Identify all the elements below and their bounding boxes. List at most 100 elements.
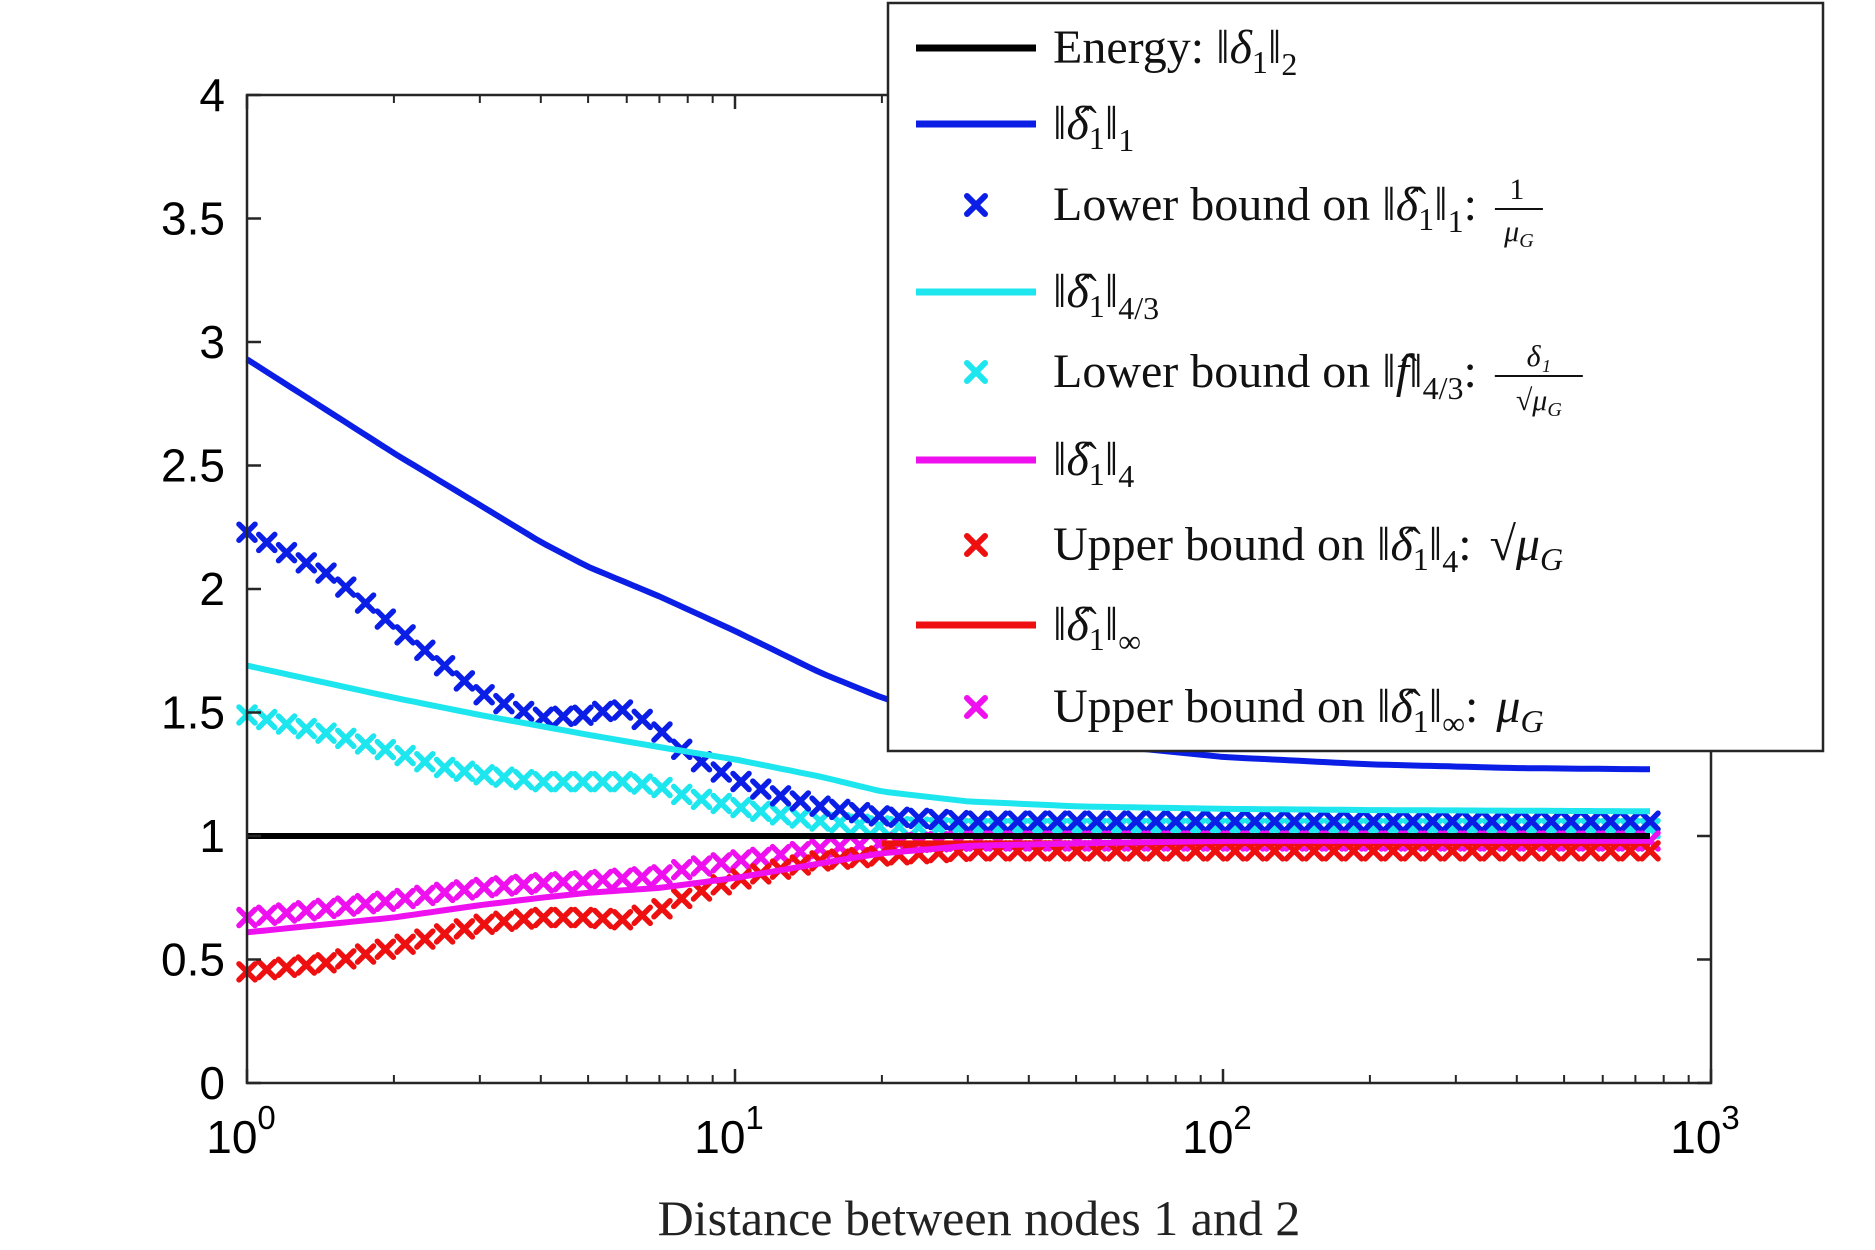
data-point-lb43 (670, 783, 693, 806)
data-point-lb1 (275, 541, 298, 564)
data-point-ub4 (611, 908, 634, 931)
data-point-ub4 (315, 952, 337, 974)
data-point-ubinf (631, 866, 653, 888)
data-point-lb43 (315, 722, 337, 744)
data-point-lb1 (710, 761, 733, 783)
data-point-lb1 (1362, 810, 1385, 832)
data-point-lb1 (1283, 810, 1306, 832)
legend-label: ‖δ̂1‖∞ (1053, 598, 1141, 659)
data-point-lb1 (374, 608, 397, 630)
data-point-lb1 (1046, 810, 1068, 832)
data-point-lb43 (295, 717, 318, 740)
data-point-lb1 (1540, 810, 1562, 832)
data-point-lb1 (473, 683, 495, 706)
data-point-lb1 (750, 778, 772, 800)
x-tick-label: 101 (694, 1099, 764, 1163)
data-point-lb1 (1184, 810, 1207, 832)
series-line-l4 (246, 837, 1650, 936)
data-point-ubinf (710, 852, 733, 874)
legend-entry-energy: Energy: ‖δ1‖2 (916, 21, 1297, 82)
data-point-lb1 (1323, 810, 1345, 832)
data-point-ub4 (670, 887, 693, 910)
data-point-lb1 (354, 592, 377, 614)
data-point-lb43 (532, 770, 555, 793)
data-point-lb43 (730, 796, 752, 819)
data-point-lb1 (848, 801, 871, 824)
data-point-ubinf (414, 884, 436, 907)
data-point-lb1 (1421, 810, 1444, 832)
data-point-lb1 (809, 795, 831, 817)
data-point-lb43 (611, 770, 634, 793)
data-point-ubinf (275, 902, 298, 924)
series-line-l43 (246, 662, 1650, 815)
data-point-ub4 (591, 907, 614, 930)
data-point-lb1 (1105, 810, 1128, 832)
data-point-lb1 (394, 624, 416, 646)
data-point-lb1 (1461, 810, 1483, 832)
data-point-lb1 (1599, 810, 1622, 832)
legend-label: Lower bound on ‖δ̂1‖1: (1053, 178, 1477, 239)
data-point-ubinf (591, 868, 614, 891)
data-point-lb1 (433, 654, 456, 677)
x-tick-label: 100 (206, 1099, 276, 1163)
legend-frac-num: 1 (1509, 173, 1524, 206)
data-point-lb1 (769, 785, 792, 807)
data-point-lb1 (1125, 810, 1147, 832)
data-point-ubinf (532, 872, 555, 894)
data-point-lb43 (750, 800, 772, 823)
legend-label: Upper bound on ‖δ̂1‖4: (1053, 518, 1472, 579)
y-tick-label: 2 (199, 563, 225, 615)
legend-swatch-marker (964, 360, 988, 384)
legend-label: Lower bound on ‖f̂‖4/3: (1053, 345, 1477, 406)
y-tick-label: 1 (199, 810, 225, 862)
legend-label: Energy: ‖δ1‖2 (1053, 21, 1297, 82)
data-point-ubinf (354, 892, 377, 915)
data-point-lb1 (1342, 810, 1365, 832)
data-point-lb43 (512, 768, 535, 791)
data-point-ub4 (572, 906, 594, 929)
data-point-ub4 (532, 906, 555, 929)
legend-entry-ubinf: Upper bound on ‖δ̂1‖∞:μG (964, 680, 1544, 741)
data-point-ubinf (374, 890, 397, 913)
data-point-lb1 (512, 700, 535, 723)
data-point-ubinf (730, 849, 752, 871)
data-point-lb1 (1026, 810, 1049, 832)
y-tick-label: 0.5 (161, 934, 225, 986)
data-point-ub4 (493, 910, 515, 933)
legend-entry-l1: ‖δ̂1‖1 (916, 97, 1134, 158)
data-point-lb1 (1481, 810, 1503, 832)
x-tick-label: 102 (1182, 1099, 1252, 1163)
data-point-lb43 (374, 738, 397, 761)
data-point-lb1 (1500, 810, 1523, 832)
y-tick-label: 2.5 (161, 440, 225, 492)
y-tick-label: 3 (199, 316, 225, 368)
data-point-lb43 (769, 804, 792, 826)
data-point-ubinf (473, 876, 495, 899)
data-point-lb1 (1263, 810, 1286, 832)
data-point-lb1 (888, 806, 910, 828)
y-tick-label: 1.5 (161, 687, 225, 739)
data-point-lb1 (1224, 810, 1246, 832)
data-point-lb1 (789, 790, 812, 812)
data-point-ub4 (512, 908, 535, 930)
data-point-lb1 (1006, 810, 1029, 832)
legend-label: ‖δ̂1‖4/3 (1053, 265, 1159, 326)
data-point-lb43 (453, 760, 476, 783)
data-point-lb1 (315, 562, 337, 584)
series-l43 (246, 662, 1650, 815)
data-point-lb1 (1145, 810, 1167, 832)
data-point-ub4 (473, 913, 495, 936)
legend: Energy: ‖δ1‖2 ‖δ̂1‖1 Lower bound on ‖δ̂1‖1… (886, 1, 1825, 753)
data-point-lb43 (335, 727, 357, 750)
data-point-ubinf (256, 904, 278, 926)
data-point-ubinf (611, 867, 634, 890)
data-point-ubinf (651, 864, 673, 886)
data-point-lb43 (710, 792, 733, 815)
data-point-lb1 (1165, 810, 1187, 832)
data-point-lb1 (1382, 810, 1404, 832)
data-point-ub4 (394, 933, 416, 955)
data-point-ubinf (335, 895, 357, 917)
data-point-lb1 (1441, 810, 1464, 832)
data-point-lb1 (967, 810, 989, 832)
series-l4 (246, 837, 1650, 936)
